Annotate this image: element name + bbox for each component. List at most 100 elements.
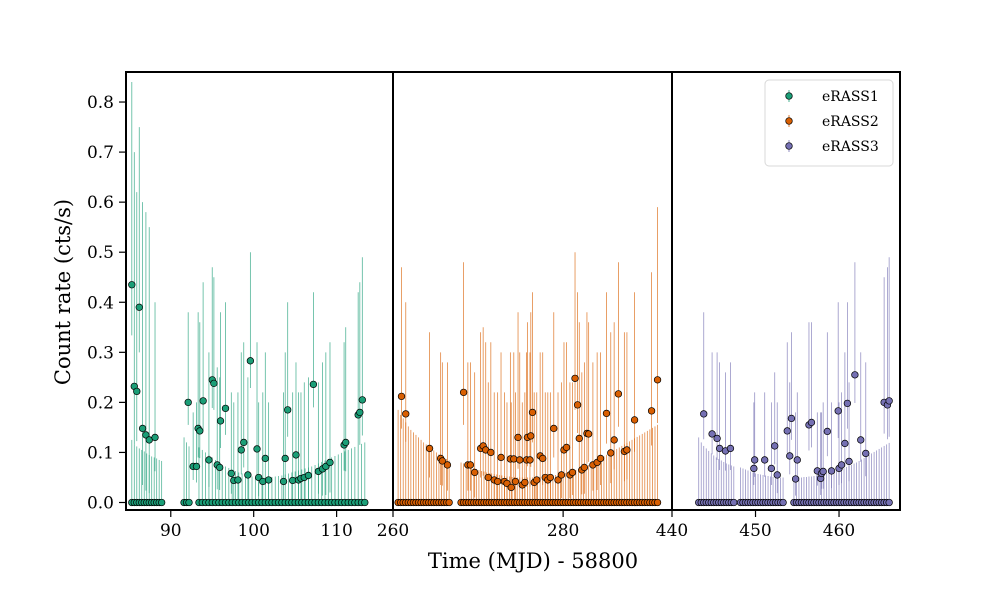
y-tick-label: 0.5 [87,243,114,263]
data-point [253,445,261,453]
data-point [771,442,779,450]
legend-items: eRASS1 eRASS2 eRASS3 [785,89,879,155]
legend: eRASS1 eRASS2 eRASS3 [764,79,894,167]
data-point [358,396,366,404]
x-tick-label: 110 [320,521,352,541]
data-point [885,397,893,405]
data-point [761,456,769,464]
data-point [292,451,300,459]
data-point [205,456,213,464]
data-point [510,455,518,463]
y-tick-label: 0.8 [87,93,114,113]
legend-label: eRASS1 [822,89,879,105]
x-tick-label: 280 [547,521,579,541]
y-tick-label: 0.4 [87,293,114,313]
data-point [445,498,453,507]
data-point [281,454,289,463]
y-tick-label: 0.3 [87,343,114,363]
data-point [246,357,255,365]
data-point [516,456,524,464]
data-point [326,458,334,467]
data-point [471,468,479,477]
data-point [575,434,583,443]
legend-item-erass2: eRASS2 [785,114,879,130]
data-point [546,473,555,482]
data-point [596,454,605,463]
data-point [507,483,515,492]
data-point [397,392,406,401]
data-point [827,467,836,475]
legend-label: eRASS3 [822,139,879,155]
data-point [843,399,852,408]
data-point [773,471,781,479]
data-point [885,498,893,507]
x-tick-label: 100 [237,521,269,541]
x-tick-label: 440 [656,521,688,541]
legend-item-erass3: eRASS3 [785,139,879,155]
panels [128,82,893,507]
data-point [216,463,224,472]
data-point [284,406,292,414]
data-point [304,471,313,480]
data-point [807,418,816,427]
data-point [402,410,410,418]
data-point [151,433,159,442]
data-point [750,464,758,473]
data-point [493,477,502,486]
data-point [580,463,589,472]
data-point [497,453,505,462]
data-point [554,476,562,484]
data-point [135,303,143,311]
data-point [133,387,141,396]
panel-frame [671,71,901,511]
panel-frame [125,71,394,511]
legend-marker [785,142,793,150]
data-point [221,404,230,413]
data-point [791,475,800,483]
data-point [550,424,558,433]
data-point [786,452,794,460]
y-axis-label: Count rate (cts/s) [51,199,75,385]
legend-label: eRASS2 [822,114,879,130]
data-point [614,390,623,398]
data-point [751,456,759,464]
legend-item-erass1: eRASS1 [785,89,879,105]
data-point [726,444,735,453]
data-point [459,388,468,397]
data-point [834,407,842,415]
data-point [511,477,520,486]
data-point [851,371,859,379]
data-point [438,457,446,465]
data-point [845,457,853,466]
legend-marker [785,92,793,100]
data-point [528,408,537,417]
panel-erass1 [128,82,369,507]
data-point [700,410,708,418]
x-tick-label: 460 [823,521,855,541]
x-tick-label: 90 [160,521,182,541]
data-point [199,397,207,405]
data-point [443,461,452,469]
data-point [234,476,242,484]
data-point [562,443,571,452]
data-point [607,449,615,457]
x-tick-label: 450 [739,521,771,541]
data-point [264,476,273,484]
data-point [185,498,193,507]
data-point [584,430,593,438]
data-point [573,401,582,409]
data-point [142,431,150,439]
data-point [227,469,235,478]
data-point [779,498,787,507]
data-point [356,408,364,417]
data-point [192,462,201,471]
x-axis-label: Time (MJD) - 58800 [428,549,638,573]
data-point [425,444,434,453]
data-point [783,427,791,435]
data-point [837,461,846,469]
panel-erass3 [695,257,893,507]
data-point [571,374,579,382]
data-point [623,446,631,454]
legend-marker [785,117,793,125]
